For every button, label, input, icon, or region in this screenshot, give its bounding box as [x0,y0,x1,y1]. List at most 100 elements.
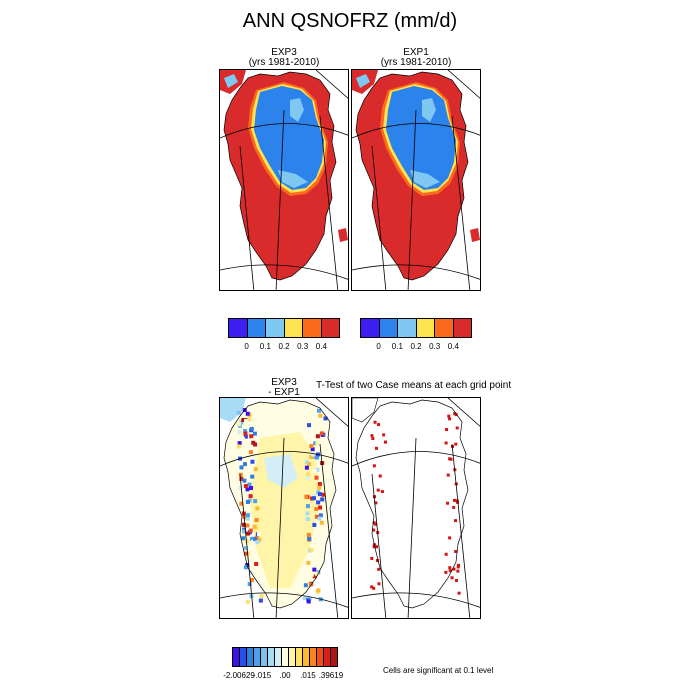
diff-cell [241,417,246,422]
colorbar-swatch [310,648,317,666]
colorbar-tick-label: -2.00629 [223,671,255,680]
diff-cell [258,598,263,603]
sig-cell [372,521,376,525]
ttest-title: T-Test of two Case means at each grid po… [316,380,512,391]
colorbar-swatch [303,648,310,666]
diff-cell [314,475,319,480]
diff-cell [250,459,255,464]
interior-ice [386,86,456,190]
diff-cell [249,578,254,583]
colorbar-swatch [324,648,331,666]
canada-ice [224,74,238,88]
colorbar-exp3 [228,318,340,338]
sig-cell [370,585,374,589]
diff-cell [304,494,309,499]
sig-cell [448,569,452,573]
longitude-line [319,443,339,618]
greenland-land [356,400,468,608]
diff-cell [317,492,322,497]
diff-cell [245,523,250,528]
diff-cell [311,452,316,457]
latitude-line [352,264,480,280]
colorbar-tick-label: .015 [300,671,316,680]
diff-cell [314,497,319,502]
colorbar-tick-label: 0.2 [278,342,290,351]
canada-land [220,398,246,422]
ttest-map [352,398,480,618]
diff-cell [321,492,326,497]
diff-cell [239,501,244,506]
diff-cell [238,485,243,490]
sig-cell [375,559,379,563]
sig-cell [372,528,376,532]
sig-cell [375,446,379,450]
diff-cell [315,514,320,519]
diff-cell [243,428,248,433]
colorbar-swatch [416,319,435,337]
colorbar-swatch [254,648,261,666]
diff-cell [239,465,244,470]
diff-cell [236,444,241,449]
sig-cell [446,473,450,477]
longitude-line [371,145,387,290]
exp3-subtitle: (yrs 1981-2010) [248,57,320,68]
diff-cell [245,599,250,604]
diff-cell [246,503,251,508]
sig-cell [456,565,460,569]
diff-cell [315,441,320,446]
diff-cell [311,496,316,501]
colorbar-tick-label: 0.2 [410,342,422,351]
colorbar-swatch [453,319,471,337]
diff-cell [245,411,250,416]
exp1-subtitle: (yrs 1981-2010) [380,57,452,68]
diff-cell [244,504,249,509]
exp1-map [352,70,480,290]
sig-cell [454,549,458,553]
diff-cell [316,500,321,505]
diff-cell [315,467,320,472]
diff-cell [317,516,322,521]
colorbar-tick-label: 0 [376,342,381,351]
diff-map-panel [219,397,349,619]
sig-cell [448,536,452,540]
latitude-line [352,592,480,608]
sig-cell [454,413,458,417]
sig-cell [457,591,461,595]
significant-cells [370,412,461,595]
longitude-line [451,443,471,618]
significance-note: Cells are significant at 0.1 level [383,666,494,675]
diff-cell [255,506,260,511]
diff-cell [251,440,256,445]
diff-cell [248,528,253,533]
interior-light-south [278,170,308,188]
diff-cell [250,474,255,479]
map-grid [352,398,480,618]
colorbar-tick-label: 0.1 [259,342,271,351]
diff-cell [307,462,312,467]
diff-map [220,398,348,618]
diff-cell [243,419,248,424]
diff-cell [247,417,252,422]
coastline [223,71,337,281]
colorbar-swatch [247,648,254,666]
exp1-title: EXP1 [403,47,429,58]
diff-cell [252,524,257,529]
exp1-map-panel [351,69,481,291]
interior-light-south [410,170,440,188]
sig-cell [380,490,384,494]
colorbar-tick-label: 0.4 [447,342,459,351]
longitude-line [239,473,255,618]
colorbar-swatch [233,648,240,666]
sig-cell [457,563,461,567]
colorbar-swatch [261,648,268,666]
diff-cell [315,434,320,439]
diff-cell [318,505,323,510]
diff-subtitle: - EXP1 [268,387,300,398]
sig-cell [450,576,454,580]
latitude-line [352,451,480,467]
diff-cell [309,444,314,449]
diff-cell [254,518,259,523]
diff-cell [318,413,323,418]
longitude-line [371,473,387,618]
coastline [355,399,469,609]
